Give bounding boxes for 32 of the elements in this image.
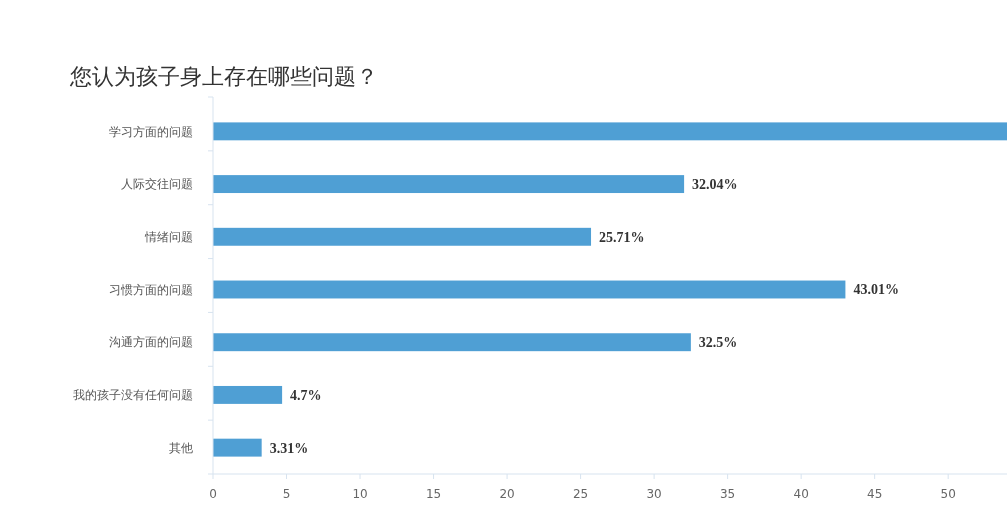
data-label: 3.31%	[269, 440, 309, 456]
bar	[213, 122, 1007, 141]
y-tick-label: 人际交往问题	[121, 177, 193, 192]
data-label: 32.04%	[692, 176, 738, 192]
bar	[213, 333, 691, 352]
y-tick-label: 我的孩子没有任何问题	[73, 388, 193, 403]
x-tick-label: 30	[646, 487, 662, 501]
bar	[213, 227, 592, 246]
bar	[213, 175, 685, 194]
bar	[213, 385, 283, 404]
x-tick-label: 5	[282, 487, 291, 501]
x-tick-label: 40	[793, 487, 809, 501]
x-tick-label: 20	[499, 487, 515, 501]
chart-title: 您认为孩子身上存在哪些问题？	[69, 64, 378, 89]
x-tick-label: 45	[867, 487, 883, 501]
y-tick-label: 情绪问题	[144, 229, 193, 244]
x-tick-label: 10	[352, 487, 368, 501]
x-tick-label: 35	[719, 487, 736, 501]
bar	[213, 280, 846, 299]
y-tick-label: 沟通方面的问题	[109, 335, 193, 350]
x-tick-label: 15	[425, 487, 442, 501]
x-tick-label: 50	[940, 487, 956, 501]
y-tick-label: 学习方面的问题	[109, 124, 193, 139]
y-tick-label: 习惯方面的问题	[109, 282, 193, 297]
data-label: 32.5%	[698, 335, 738, 351]
data-label: 25.71%	[599, 229, 645, 245]
x-tick-label: 25	[572, 487, 589, 501]
data-label: 4.7%	[290, 387, 322, 403]
bar	[213, 438, 262, 457]
x-tick-label: 0	[209, 487, 217, 501]
data-label: 43.01%	[853, 282, 899, 298]
y-tick-label: 其他	[169, 440, 193, 455]
